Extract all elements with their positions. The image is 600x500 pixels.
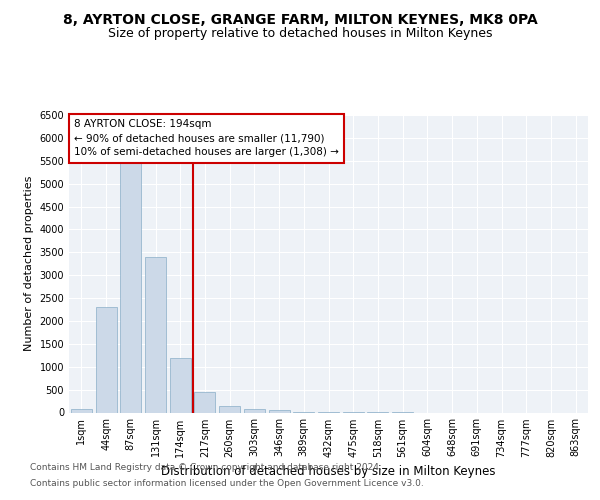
Text: Contains HM Land Registry data © Crown copyright and database right 2024.: Contains HM Land Registry data © Crown c… — [30, 464, 382, 472]
X-axis label: Distribution of detached houses by size in Milton Keynes: Distribution of detached houses by size … — [161, 465, 496, 478]
Y-axis label: Number of detached properties: Number of detached properties — [24, 176, 34, 352]
Text: 8 AYRTON CLOSE: 194sqm
← 90% of detached houses are smaller (11,790)
10% of semi: 8 AYRTON CLOSE: 194sqm ← 90% of detached… — [74, 120, 339, 158]
Bar — [194, 392, 215, 412]
Text: Contains public sector information licensed under the Open Government Licence v3: Contains public sector information licen… — [30, 478, 424, 488]
Bar — [269, 410, 290, 412]
Bar — [219, 406, 240, 412]
Text: Size of property relative to detached houses in Milton Keynes: Size of property relative to detached ho… — [108, 28, 492, 40]
Bar — [95, 307, 116, 412]
Bar — [120, 163, 141, 412]
Bar — [145, 257, 166, 412]
Text: 8, AYRTON CLOSE, GRANGE FARM, MILTON KEYNES, MK8 0PA: 8, AYRTON CLOSE, GRANGE FARM, MILTON KEY… — [62, 12, 538, 26]
Bar — [71, 409, 92, 412]
Bar — [170, 358, 191, 412]
Bar — [244, 409, 265, 412]
